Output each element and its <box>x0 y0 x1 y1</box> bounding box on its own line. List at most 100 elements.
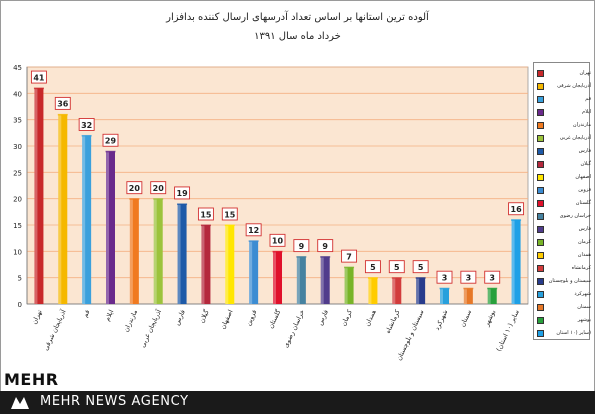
legend-label: فارس <box>578 226 591 232</box>
legend-item: سمنان <box>537 301 591 313</box>
legend-swatch <box>537 96 544 103</box>
y-tick-label: 15 <box>13 222 22 230</box>
data-label-box <box>293 239 310 253</box>
footer: MEHR MEHR NEWS AGENCY <box>0 366 595 414</box>
legend-swatch <box>537 200 544 207</box>
data-label-box <box>460 270 477 284</box>
bar <box>273 251 282 304</box>
bar-cap <box>129 198 140 200</box>
x-tick-label: تهران <box>30 308 44 325</box>
agency-name: MEHR NEWS AGENCY <box>40 394 189 409</box>
data-label: 16 <box>511 205 523 214</box>
data-label: 9 <box>299 242 305 251</box>
data-label: 9 <box>322 242 328 251</box>
y-tick-label: 20 <box>13 196 22 204</box>
x-tick-label: آذربایجان غربی <box>138 307 164 349</box>
legend-label: کرمانشاه <box>571 265 591 271</box>
bar-cap <box>296 256 307 258</box>
mehr-logo-icon <box>11 397 29 409</box>
data-label: 10 <box>272 237 284 246</box>
data-label-box <box>269 233 286 247</box>
x-tick-label: آذربایجان شرقی <box>41 307 68 352</box>
y-tick-label: 40 <box>13 90 22 98</box>
data-label: 29 <box>105 137 117 146</box>
bar-cap <box>344 266 355 269</box>
bar-highlight <box>487 288 491 304</box>
data-label-box <box>364 260 381 274</box>
bar-cap <box>272 250 283 253</box>
bar <box>392 277 402 304</box>
x-tick-label: سیستان و بلوچستان <box>395 308 426 361</box>
legend-item: فارس <box>537 145 591 157</box>
legend-item: ایلام <box>537 106 591 118</box>
bar <box>106 151 115 304</box>
data-label: 5 <box>394 263 400 272</box>
bar-cap <box>415 277 426 279</box>
x-tick-label: گیلان <box>198 308 211 325</box>
legend-item: گیلان <box>537 158 591 170</box>
bar <box>249 240 259 304</box>
bar-cap <box>320 256 331 258</box>
legend-label: بوشهر <box>577 317 591 323</box>
bar-highlight <box>34 88 38 304</box>
legend-swatch <box>537 109 544 116</box>
bar-highlight <box>296 256 300 304</box>
legend-item: خراسان رضوی <box>537 210 591 222</box>
bar <box>177 203 187 304</box>
bar-cap <box>487 287 498 290</box>
bar <box>153 198 163 304</box>
bar-cap <box>33 87 44 90</box>
legend-swatch <box>537 317 544 324</box>
x-tick-label: خراسان رضوی <box>282 308 306 348</box>
bar-cap <box>105 150 116 153</box>
bar-cap <box>391 277 402 279</box>
data-label-box <box>484 270 501 284</box>
x-tick-label: سمنان <box>458 308 473 328</box>
y-tick-label: 0 <box>18 301 22 309</box>
x-tick-label: کرمانشاه <box>384 308 402 335</box>
data-label: 20 <box>153 184 165 193</box>
data-label: 19 <box>177 189 189 198</box>
bar-highlight <box>249 240 253 304</box>
bar-cap <box>57 113 68 116</box>
bar-cap <box>439 287 450 290</box>
x-tick-label: قزوین <box>244 308 258 326</box>
y-tick-label: 10 <box>13 248 22 256</box>
legend-item: بوشهر <box>537 314 591 326</box>
data-label-box <box>317 239 334 253</box>
legend-swatch <box>537 213 544 220</box>
x-tick-label: کرمان <box>339 308 354 328</box>
data-label-box <box>412 260 429 274</box>
x-tick-label: فارس <box>173 308 187 326</box>
x-tick-label: (سایر (۱۰ استان <box>495 308 521 352</box>
legend-item: گلستان <box>537 197 591 209</box>
legend-swatch <box>537 148 544 155</box>
bar <box>34 88 44 304</box>
bar-highlight <box>440 288 443 304</box>
legend-label: آذربایجان غربی <box>559 135 591 141</box>
legend-label: خراسان رضوی <box>559 213 591 219</box>
chart-title: آلوده ترین استانها بر اساس تعداد آدرسهای… <box>166 12 429 23</box>
bar-highlight <box>463 288 467 304</box>
bar <box>487 288 497 304</box>
data-label: 41 <box>33 73 45 82</box>
legend-item: قزوین <box>537 184 591 196</box>
legend-label: مازندران <box>572 122 591 128</box>
data-label-box <box>245 223 262 237</box>
bar <box>344 267 354 304</box>
legend-label: (سایر (۱۰ استان <box>556 330 591 336</box>
y-tick-label: 30 <box>13 143 22 151</box>
x-tick-label: گلستان <box>267 308 283 330</box>
bar-highlight <box>344 267 348 304</box>
bar <box>82 135 92 304</box>
y-tick-label: 25 <box>13 169 22 177</box>
data-label-box <box>508 202 525 216</box>
data-label: 15 <box>224 210 236 219</box>
legend-label: کرمان <box>577 239 591 245</box>
legend-swatch <box>537 226 544 233</box>
agency-bar: MEHR NEWS AGENCY <box>0 391 595 414</box>
legend-swatch <box>537 122 544 129</box>
legend-item: تهران <box>537 67 591 79</box>
y-tick-label: 35 <box>13 117 22 125</box>
data-label-box <box>30 70 47 84</box>
